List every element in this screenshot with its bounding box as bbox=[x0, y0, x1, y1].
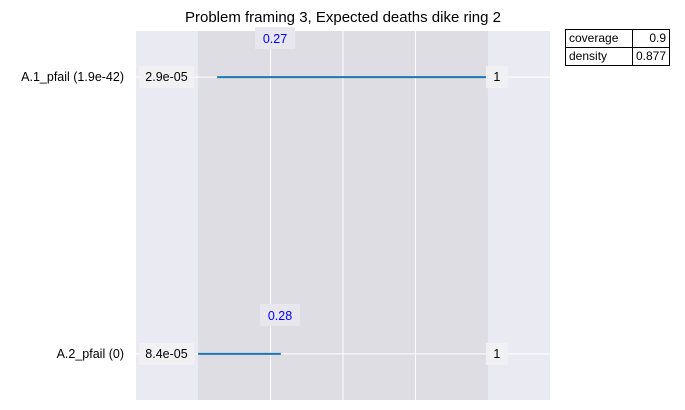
lower-value-label: 2.9e-05 bbox=[145, 70, 187, 84]
upper-label-bg bbox=[485, 342, 508, 365]
y-tick-label: A.2_pfail (0) bbox=[57, 347, 124, 361]
quantile-label: 0.27 bbox=[263, 32, 287, 46]
lower-value-label: 8.4e-05 bbox=[145, 347, 187, 361]
stats-key-density: density bbox=[565, 47, 633, 66]
quantile-label-bg bbox=[255, 27, 295, 50]
y-tick-label: A.1_pfail (1.9e-42) bbox=[21, 70, 124, 84]
stats-key-coverage: coverage bbox=[565, 29, 633, 48]
upper-label-bg bbox=[485, 66, 508, 89]
quantile-label-bg bbox=[260, 303, 300, 326]
upper-value-label: 1 bbox=[493, 347, 500, 361]
quantile-label: 0.28 bbox=[268, 309, 292, 323]
lower-label-bg bbox=[139, 66, 194, 89]
stats-row-coverage: coverage 0.9 bbox=[565, 29, 671, 48]
lower-label-bg bbox=[139, 342, 194, 365]
chart-title: Problem framing 3, Expected deaths dike … bbox=[185, 9, 501, 26]
upper-value-label: 1 bbox=[493, 70, 500, 84]
stats-value-coverage: 0.9 bbox=[631, 29, 671, 48]
stats-value-density: 0.877 bbox=[631, 47, 671, 66]
plot-area: A.1_pfail (1.9e-42) 2.9e-05 1 0.27 A.2_pfail… bbox=[21, 27, 550, 400]
stats-table: coverage 0.9 density 0.877 bbox=[565, 29, 671, 66]
stats-row-density: density 0.877 bbox=[565, 47, 671, 66]
